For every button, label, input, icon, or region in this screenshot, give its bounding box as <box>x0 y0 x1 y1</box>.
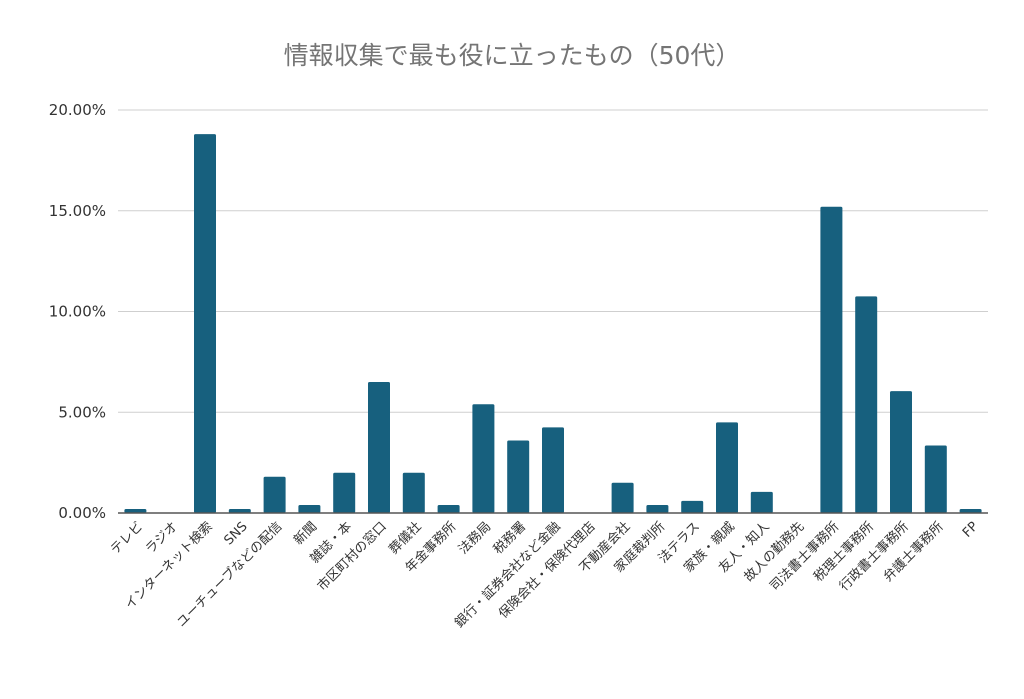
bar <box>368 382 390 513</box>
bar <box>611 482 634 513</box>
y-tick-label: 20.00% <box>49 101 106 119</box>
x-tick-label: SNS <box>221 519 250 548</box>
y-tick-label: 10.00% <box>49 303 106 321</box>
bar <box>716 422 738 513</box>
x-tick-label: 法務局 <box>456 519 494 557</box>
x-tick-label: FP <box>960 519 982 541</box>
bar <box>820 206 843 513</box>
y-tick-label: 0.00% <box>58 504 106 522</box>
x-tick-label: 新聞 <box>291 519 321 549</box>
bar <box>855 296 878 513</box>
x-tick-label: 弁護士事務所 <box>880 519 946 585</box>
bar <box>681 500 704 513</box>
y-tick-label: 15.00% <box>49 202 106 220</box>
bar <box>472 404 495 513</box>
bar <box>437 504 460 513</box>
x-tick-label: テレビ <box>108 519 146 557</box>
bar <box>924 445 947 513</box>
bar <box>402 472 425 513</box>
y-tick-label: 5.00% <box>58 403 106 421</box>
bar <box>750 491 773 513</box>
bar <box>646 504 669 513</box>
bar <box>298 504 321 513</box>
bar <box>333 472 356 513</box>
bars <box>124 134 982 513</box>
bar <box>228 508 251 513</box>
bar <box>194 134 216 513</box>
bar <box>507 440 530 513</box>
bar <box>124 508 147 513</box>
bar <box>890 391 912 513</box>
bar <box>263 476 286 513</box>
chart-title: 情報収集で最も役に立ったもの（50代） <box>284 41 741 70</box>
gridlines <box>118 109 988 413</box>
y-axis-ticks: 0.00% 5.00% 10.00% 15.00% 20.00% <box>49 101 106 522</box>
bar <box>542 427 564 513</box>
bar <box>959 508 982 513</box>
